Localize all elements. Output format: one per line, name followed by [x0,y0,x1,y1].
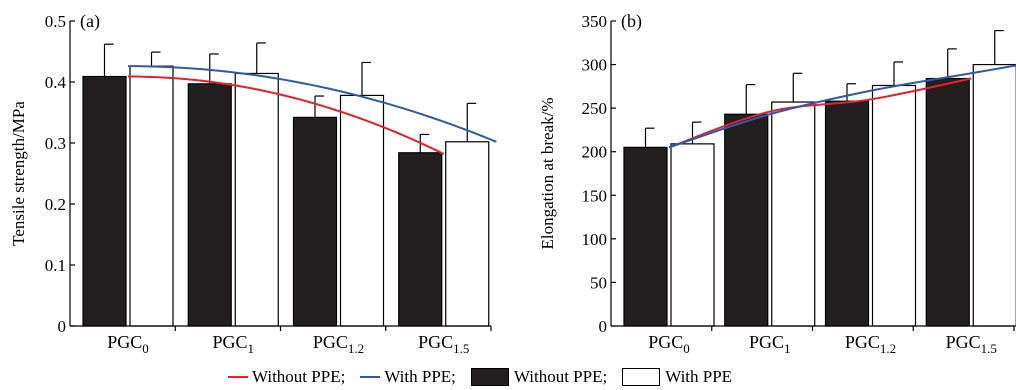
bar [972,63,1016,327]
legend-swatch-black-bar [470,368,509,386]
bar [187,83,232,327]
x-tick-label: PGC1.5 [418,332,469,356]
legend-label: With PPE [665,367,733,386]
panel-label: (a) [80,11,100,32]
legend-item-black-bar: Without PPE; [470,367,608,387]
y-tick-label: 0.1 [45,256,66,275]
bar [445,141,490,327]
bar [82,75,127,327]
panel-a-tensile-strength: 0 0.1 0.2 0.3 0.4 0.5 PGC0 PGC1 PGC1.2 PGC1.5 (a) T… [9,11,497,356]
y-tick-label: 0.5 [45,12,66,31]
x-tick-label: PGC1 [749,332,791,356]
y-tick-label: 0 [58,317,67,336]
legend: Without PPE; With PPE; Without PPE; With… [228,366,732,388]
panel-label: (b) [621,11,642,32]
bar [234,72,279,327]
legend-swatch-white-bar [622,368,661,386]
x-tick-label: PGC0 [648,332,690,356]
legend-item-white-bar: With PPE [622,367,732,387]
bar [871,84,917,327]
trend-line-with-ppe [127,65,497,143]
bar [771,101,816,327]
y-tick-label: 150 [582,186,608,205]
bar [623,146,668,327]
y-axis-label: Tensile strength/MPa [9,101,28,246]
y-tick-label: 0.2 [45,195,66,214]
legend-label: Without PPE; [513,367,608,386]
y-tick-label: 50 [590,273,607,292]
y-axis-label: Elongation at break/% [538,97,557,249]
y-tick-label: 0 [599,317,608,336]
bar [724,113,769,327]
y-tick-label: 100 [582,230,608,249]
x-tick-label: PGC0 [107,332,149,356]
bar [670,143,715,327]
x-tick-label: PGC1 [212,332,254,356]
x-tick-label: PGC1.5 [946,332,997,356]
trend-line-with-ppe [668,64,1016,149]
legend-swatch-red-line [228,376,248,378]
legend-item-red-line: Without PPE; [228,367,345,387]
legend-item-blue-line: With PPE; [360,367,456,387]
bar [339,94,385,327]
legend-label: With PPE; [384,367,456,386]
bar [925,77,970,327]
legend-swatch-blue-line [360,376,381,378]
bar [129,65,174,327]
bar [398,152,443,327]
trend-line-without-ppe [668,77,972,149]
bar [292,116,338,327]
y-tick-label: 0.3 [45,134,66,153]
trend-line-without-ppe [127,75,445,155]
y-tick-label: 300 [582,56,608,75]
y-tick-label: 250 [582,99,608,118]
x-tick-label: PGC1.2 [845,332,896,356]
legend-label: Without PPE; [252,367,346,386]
x-tick-label: PGC1.2 [313,332,364,356]
y-tick-label: 350 [582,12,608,31]
panel-b-elongation: 0 50 100 150 200 250 300 350 PGC0 PGC1 PGC1.2 PGC1.… [538,11,1016,356]
y-tick-label: 0.4 [45,73,67,92]
bar [824,100,870,327]
y-tick-label: 200 [582,143,608,162]
